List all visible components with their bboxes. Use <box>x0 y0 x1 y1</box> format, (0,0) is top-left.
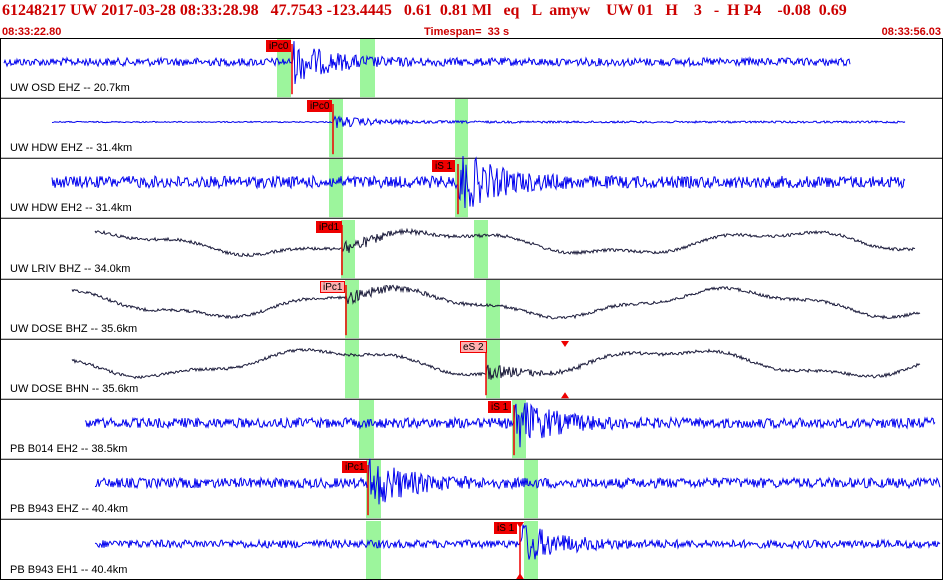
phase-window <box>277 39 291 98</box>
phase-pick-label[interactable]: iS 1 <box>488 401 512 413</box>
event-summary-title: 61248217 UW 2017-03-28 08:33:28.98 47.75… <box>2 2 847 19</box>
phase-window <box>524 460 538 519</box>
station-channel-label: UW OSD EHZ -- 20.7km <box>10 82 130 94</box>
phase-pick-label[interactable]: iPc0 <box>266 40 292 52</box>
station-channel-label: PB B943 EHZ -- 40.4km <box>10 503 128 515</box>
amplitude-marker-top <box>561 341 569 347</box>
phase-window <box>486 280 500 339</box>
phase-window <box>360 39 375 98</box>
station-channel-label: UW HDW EHZ -- 31.4km <box>10 142 133 154</box>
waveform-trace <box>71 284 921 320</box>
phase-pick-label[interactable]: iS 1 <box>494 522 518 534</box>
waveform-header: 61248217 UW 2017-03-28 08:33:28.98 47.75… <box>0 0 943 40</box>
amplitude-marker-top <box>516 522 524 528</box>
phase-window <box>474 220 488 279</box>
phase-pick-label[interactable]: iPc0 <box>307 100 333 112</box>
station-channel-label: UW HDW EH2 -- 31.4km <box>10 202 132 214</box>
waveform-panel[interactable]: iPc0 UW OSD EHZ -- 20.7km iPc0 UW HDW EHZ -… <box>0 38 943 580</box>
station-channel-label: UW LRIV BHZ -- 34.0km <box>10 263 131 275</box>
phase-window <box>345 340 359 399</box>
waveform-trace <box>84 402 936 448</box>
phase-pick-label[interactable]: iPc1 <box>342 461 368 473</box>
phase-pick-label[interactable]: iPd1 <box>316 221 343 233</box>
phase-pick-label[interactable]: eS 2 <box>460 341 487 353</box>
waveform-trace <box>71 347 921 380</box>
phase-window <box>366 521 381 580</box>
station-channel-label: PB B014 EH2 -- 38.5km <box>10 443 128 455</box>
phase-window <box>359 400 374 459</box>
station-channel-label: PB B943 EH1 -- 40.4km <box>10 564 128 576</box>
station-channel-label: UW DOSE BHZ -- 35.6km <box>10 323 138 335</box>
seismogram-canvas[interactable] <box>0 38 943 580</box>
phase-window <box>486 340 500 399</box>
waveform-trace <box>3 41 851 85</box>
phase-window <box>329 159 343 218</box>
timespan-readout: Timespan= 33 s <box>424 26 510 38</box>
phase-pick-label[interactable]: iS 1 <box>432 160 456 172</box>
station-channel-label: UW DOSE BHN -- 35.6km <box>10 383 139 395</box>
waveform-trace <box>51 155 906 209</box>
amplitude-marker-bottom <box>516 573 524 580</box>
waveform-trace <box>95 458 941 505</box>
amplitude-marker-bottom <box>561 392 569 399</box>
start-time: 08:33:22.80 <box>2 26 62 38</box>
phase-pick-label[interactable]: iPc1 <box>320 281 346 293</box>
phase-window <box>345 280 359 339</box>
waveform-trace <box>94 227 916 258</box>
waveform-trace <box>51 115 906 129</box>
phase-window <box>455 99 468 158</box>
end-time: 08:33:56.03 <box>881 26 941 38</box>
waveform-trace <box>94 524 941 560</box>
